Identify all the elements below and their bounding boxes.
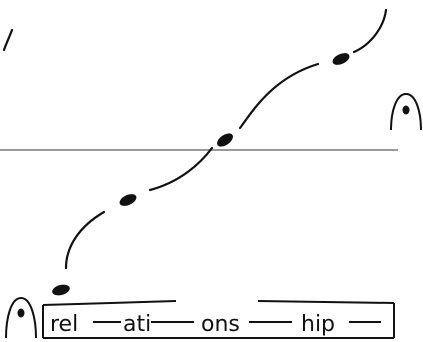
syllable-2: ati (123, 312, 151, 337)
arch-symbol-right-icon (390, 92, 422, 131)
curve-dots (52, 53, 350, 296)
edge-stroke-top-left (2, 28, 14, 52)
syllable-1: rel (50, 312, 78, 337)
curve-dot-2 (119, 194, 137, 206)
curve-segment-1 (64, 210, 106, 270)
curve-dot-1 (52, 284, 70, 296)
curve-segment-2 (148, 146, 214, 192)
box-top-left (42, 300, 177, 306)
box-top-right (257, 300, 395, 304)
syllable-4: hip (301, 312, 335, 337)
curve-segment-3 (238, 62, 320, 130)
curve-dot-3 (217, 133, 233, 147)
segmented-word-box (42, 300, 395, 339)
curve-segment-4 (352, 8, 388, 54)
curve-dot-4 (332, 53, 350, 65)
arch-symbol-left-icon (5, 296, 37, 339)
wavy-curve (64, 8, 388, 270)
syllable-3: ons (201, 312, 240, 337)
